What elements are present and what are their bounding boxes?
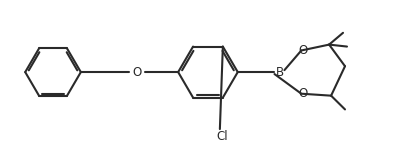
Text: O: O [133, 66, 142, 79]
Text: B: B [275, 66, 284, 79]
Text: Cl: Cl [216, 130, 228, 143]
Text: O: O [299, 87, 308, 100]
Text: O: O [299, 44, 308, 57]
